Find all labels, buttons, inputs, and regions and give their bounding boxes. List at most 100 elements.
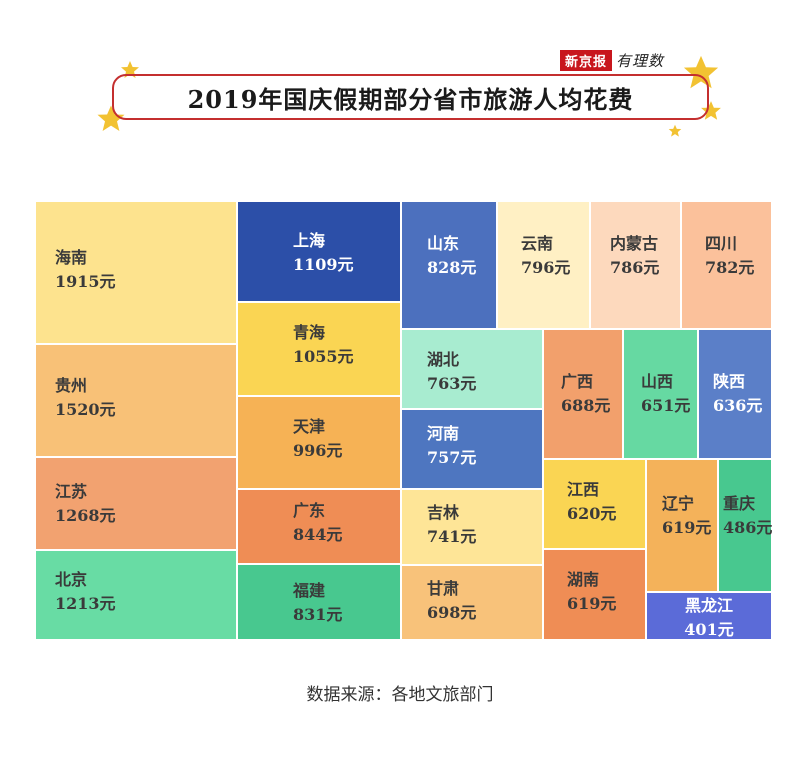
tile-value-label: 757元 [427, 448, 476, 467]
tile-rect [622, 328, 699, 460]
tile-value-label: 831元 [293, 605, 342, 624]
tile-value-label: 828元 [427, 258, 476, 277]
star-icon [668, 124, 682, 137]
header: 新京报 有理数 2019年国庆假期部分省市旅游人均花费 [0, 0, 800, 150]
tile-value-label: 763元 [427, 374, 476, 393]
tile-name-label: 黑龙江 [685, 596, 733, 615]
tile-value-label: 651元 [641, 396, 690, 415]
tile-value-label: 1213元 [55, 594, 116, 613]
star-icon [701, 101, 721, 120]
tile-value-label: 1268元 [55, 506, 116, 525]
tile-value-label: 688元 [561, 396, 610, 415]
tile-name-label: 内蒙古 [610, 234, 658, 253]
tile-value-label: 619元 [567, 594, 616, 613]
star-icon [683, 55, 719, 89]
tile-rect [236, 201, 402, 303]
tile-rect [236, 563, 402, 640]
tile-内蒙古: 内蒙古 786元 [589, 201, 682, 330]
tile-山东: 山东 828元 [400, 201, 498, 330]
tile-天津: 天津 996元 [236, 395, 402, 490]
tile-rect [697, 328, 772, 460]
tile-name-label: 贵州 [55, 376, 87, 395]
tile-rect [236, 488, 402, 565]
tile-rect [400, 328, 544, 410]
star-icon [97, 105, 125, 131]
tile-name-label: 广东 [293, 501, 325, 520]
tile-rect [35, 456, 238, 551]
tile-value-label: 636元 [713, 396, 762, 415]
tile-rect [35, 343, 238, 458]
tile-青海: 青海 1055元 [236, 301, 402, 397]
tile-海南: 海南 1915元 [35, 201, 238, 345]
tile-rect [589, 201, 682, 330]
tile-name-label: 天津 [293, 417, 325, 436]
tile-name-label: 上海 [293, 231, 325, 250]
brand-name: 新京报 [560, 49, 613, 71]
tile-name-label: 北京 [55, 570, 87, 589]
tile-四川: 四川 782元 [680, 201, 772, 330]
tile-name-label: 江苏 [55, 482, 87, 501]
tile-name-label: 甘肃 [427, 579, 459, 598]
tile-name-label: 四川 [705, 234, 737, 253]
tile-广西: 广西 688元 [542, 328, 624, 460]
tile-rect [236, 301, 402, 397]
tile-湖南: 湖南 619元 [542, 548, 647, 640]
tile-rect [542, 548, 647, 640]
tile-value-label: 796元 [521, 258, 570, 277]
source-note: 数据来源：各地文旅部门 [306, 685, 494, 705]
tile-陕西: 陕西 636元 [697, 328, 772, 460]
title-frame: 2019年国庆假期部分省市旅游人均花费 [112, 74, 709, 120]
tile-value-label: 1915元 [55, 272, 116, 291]
tile-name-label: 河南 [427, 424, 459, 443]
tile-name-label: 广西 [561, 372, 593, 391]
tile-value-label: 698元 [427, 603, 476, 622]
tile-rect [400, 488, 544, 566]
tile-value-label: 741元 [427, 527, 476, 546]
tile-云南: 云南 796元 [496, 201, 591, 330]
tile-rect [400, 201, 498, 330]
tile-value-label: 782元 [705, 258, 754, 277]
tile-value-label: 620元 [567, 504, 616, 523]
tile-rect [35, 549, 238, 640]
tile-福建: 福建 831元 [236, 563, 402, 640]
tile-吉林: 吉林 741元 [400, 488, 544, 566]
tile-name-label: 重庆 [723, 494, 755, 513]
tile-rect [645, 458, 719, 593]
tile-江苏: 江苏 1268元 [35, 456, 238, 551]
tile-name-label: 海南 [55, 248, 87, 267]
tile-value-label: 1055元 [293, 347, 354, 366]
tile-value-label: 619元 [662, 518, 711, 537]
tile-江西: 江西 620元 [542, 458, 647, 550]
tile-上海: 上海 1109元 [236, 201, 402, 303]
tile-name-label: 山东 [427, 234, 459, 253]
tile-rect [35, 201, 238, 345]
star-icon [121, 61, 139, 78]
tile-贵州: 贵州 1520元 [35, 343, 238, 458]
tile-value-label: 1520元 [55, 400, 116, 419]
tile-value-label: 1109元 [293, 255, 354, 274]
tile-辽宁: 辽宁 619元 [645, 458, 719, 593]
tile-name-label: 福建 [292, 581, 325, 600]
tile-name-label: 云南 [521, 234, 553, 253]
tile-rect [542, 328, 624, 460]
tile-value-label: 786元 [610, 258, 659, 277]
tile-name-label: 青海 [293, 323, 325, 342]
tile-name-label: 辽宁 [662, 494, 694, 513]
tile-value-label: 401元 [684, 620, 733, 639]
tile-name-label: 山西 [641, 372, 673, 391]
tile-甘肃: 甘肃 698元 [400, 564, 544, 640]
tile-广东: 广东 844元 [236, 488, 402, 565]
tile-name-label: 江西 [567, 480, 599, 499]
tile-name-label: 湖北 [427, 350, 459, 369]
tile-湖北: 湖北 763元 [400, 328, 544, 410]
brand-tag: 有理数 [616, 51, 665, 70]
tile-rect [496, 201, 591, 330]
tile-name-label: 湖南 [567, 570, 599, 589]
tile-value-label: 486元 [723, 518, 772, 537]
tile-name-label: 吉林 [427, 503, 459, 522]
tile-北京: 北京 1213元 [35, 549, 238, 640]
tile-rect [717, 458, 772, 593]
tile-rect [645, 591, 772, 640]
tile-name-label: 陕西 [713, 372, 745, 391]
